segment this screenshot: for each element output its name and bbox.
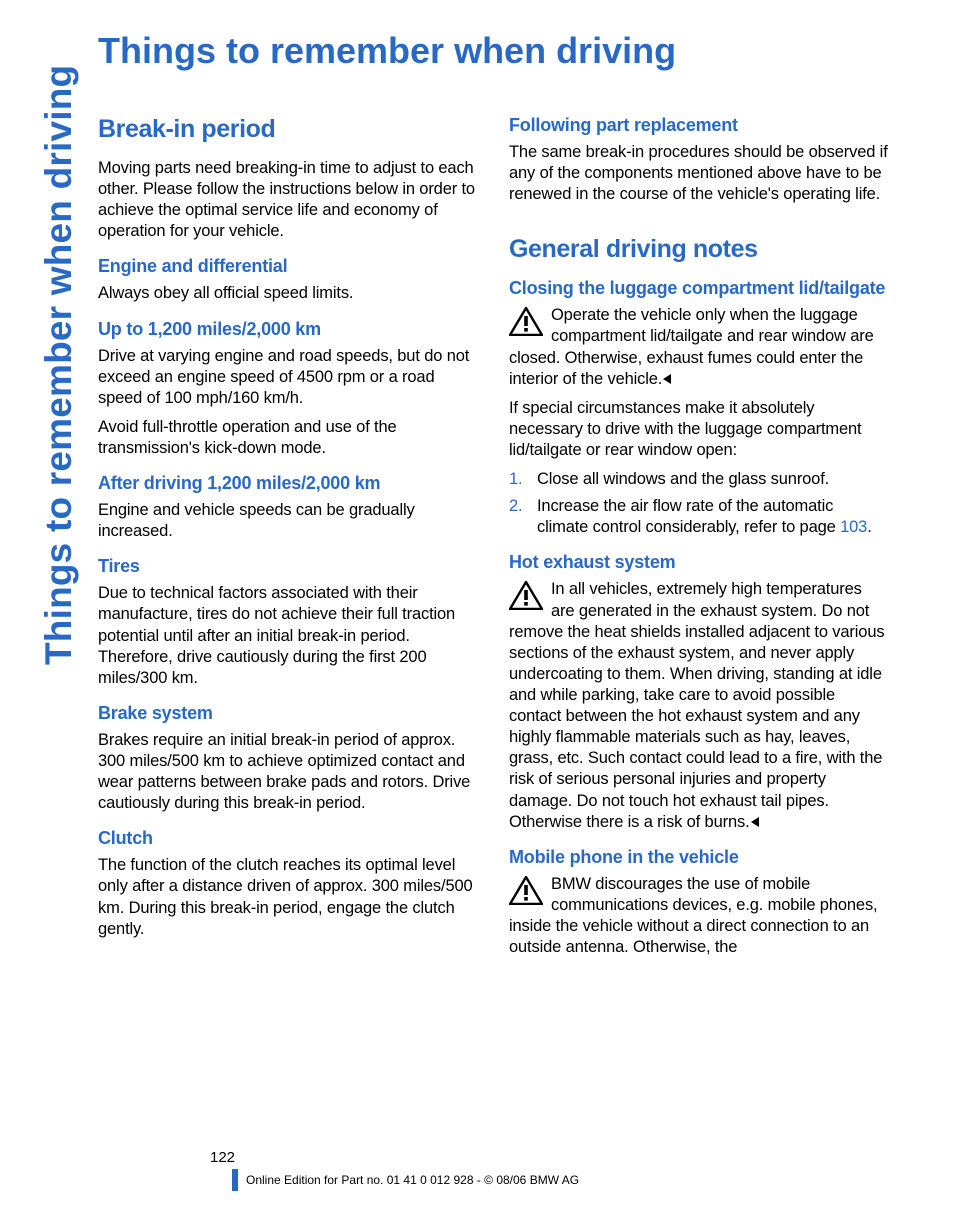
left-column: Break-in period Moving parts need breaki…	[98, 115, 477, 966]
warning-text: Operate the vehicle only when the luggag…	[509, 306, 874, 387]
para: Engine and vehicle speeds can be gradual…	[98, 500, 477, 542]
para: Due to technical factors associated with…	[98, 583, 477, 689]
page-footer: 122 Online Edition for Part no. 01 41 0 …	[98, 1149, 888, 1189]
footer-bar: Online Edition for Part no. 01 41 0 012 …	[238, 1171, 888, 1189]
para: Moving parts need breaking-in time to ad…	[98, 158, 477, 242]
warning-block: In all vehicles, extremely high temperat…	[509, 579, 888, 832]
page-number: 122	[210, 1149, 235, 1166]
warning-block: BMW discourages the use of mobile commun…	[509, 874, 888, 958]
warning-icon	[509, 876, 543, 905]
para: Always obey all official speed limits.	[98, 283, 477, 304]
list-number: 1.	[509, 469, 522, 490]
list-text: Increase the air flow rate of the automa…	[537, 497, 840, 536]
content-area: Break-in period Moving parts need breaki…	[98, 115, 888, 966]
end-marker-icon	[750, 816, 760, 828]
warning-icon	[509, 581, 543, 610]
warning-block: Operate the vehicle only when the luggag…	[509, 305, 888, 389]
list-text: .	[867, 518, 871, 536]
list-item: 1. Close all windows and the glass sunroo…	[509, 469, 888, 490]
page-reference-link[interactable]: 103	[840, 518, 867, 536]
warning-text: BMW discourages the use of mobile commun…	[509, 875, 877, 956]
para: Avoid full-throttle operation and use of…	[98, 417, 477, 459]
warning-icon	[509, 307, 543, 336]
side-running-title: Things to remember when driving	[38, 65, 80, 665]
heading-general: General driving notes	[509, 235, 888, 264]
heading-hot: Hot exhaust system	[509, 552, 888, 573]
footer-accent-mark	[232, 1169, 238, 1191]
para: If special circumstances make it absolut…	[509, 398, 888, 461]
list-text: Close all windows and the glass sunroof.	[537, 470, 829, 488]
heading-after: After driving 1,200 miles/2,000 km	[98, 473, 477, 494]
ordered-list: 1. Close all windows and the glass sunroo…	[509, 469, 888, 538]
footer-text: Online Edition for Part no. 01 41 0 012 …	[238, 1171, 888, 1189]
heading-following: Following part replacement	[509, 115, 888, 136]
heading-engine: Engine and differential	[98, 256, 477, 277]
para: Drive at varying engine and road speeds,…	[98, 346, 477, 409]
heading-mobile: Mobile phone in the vehicle	[509, 847, 888, 868]
heading-tires: Tires	[98, 556, 477, 577]
para: Brakes require an initial break-in perio…	[98, 730, 477, 814]
warning-text: In all vehicles, extremely high temperat…	[509, 580, 884, 830]
page-title: Things to remember when driving	[98, 30, 676, 72]
heading-clutch: Clutch	[98, 828, 477, 849]
right-column: Following part replacement The same brea…	[509, 115, 888, 966]
heading-upto: Up to 1,200 miles/2,000 km	[98, 319, 477, 340]
para: The function of the clutch reaches its o…	[98, 855, 477, 939]
end-marker-icon	[662, 373, 672, 385]
list-number: 2.	[509, 496, 522, 517]
heading-break-in: Break-in period	[98, 115, 477, 144]
heading-luggage: Closing the luggage compartment lid/tail…	[509, 278, 888, 299]
para: The same break-in procedures should be o…	[509, 142, 888, 205]
heading-brake: Brake system	[98, 703, 477, 724]
list-item: 2. Increase the air flow rate of the auto…	[509, 496, 888, 538]
